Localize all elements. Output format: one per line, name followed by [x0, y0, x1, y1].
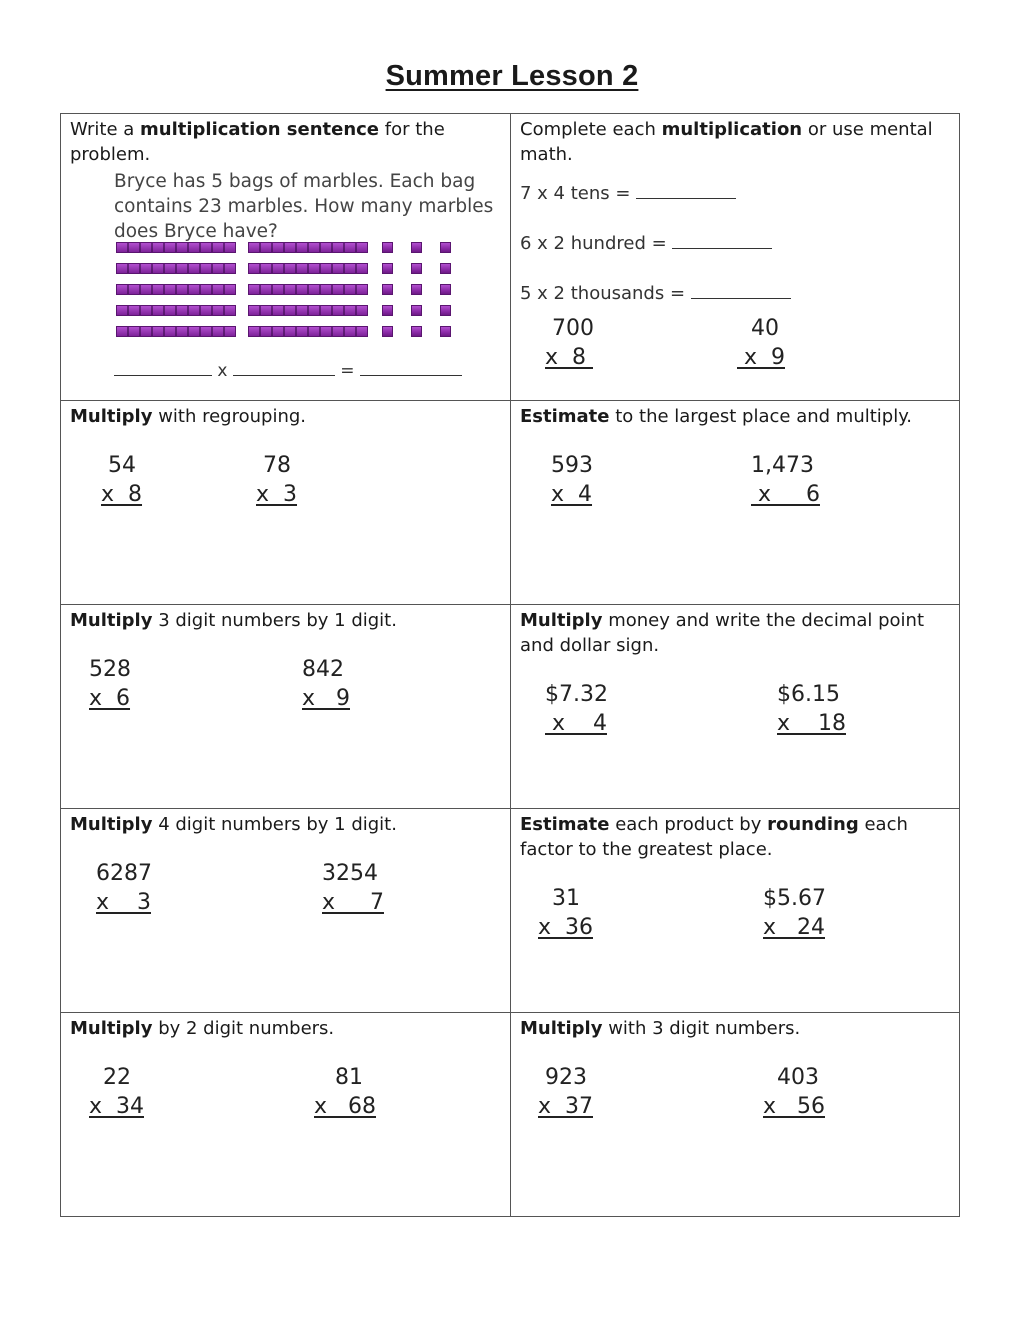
instruction: Estimate each product by rounding each f… — [520, 814, 908, 860]
problem: 593 x 4 — [551, 453, 593, 507]
worksheet-grid: Write a multiplication sentence for the … — [60, 113, 960, 1217]
instruction: Multiply 4 digit numbers by 1 digit. — [70, 814, 397, 835]
problem: $6.15 x 18 — [777, 682, 846, 736]
cell-multiply-money: Multiply money and write the decimal poi… — [511, 605, 959, 808]
ones-cube — [382, 263, 393, 274]
tens-rod — [248, 305, 368, 316]
problem: 54 x 8 — [101, 453, 143, 507]
instruction: Multiply by 2 digit numbers. — [70, 1018, 335, 1039]
problem: 3254 x 7 — [322, 861, 384, 915]
instruction: Multiply with regrouping. — [70, 406, 307, 427]
problem: 81 x 68 — [314, 1065, 376, 1119]
row-divider — [61, 808, 959, 809]
problem: 40 x 9 — [737, 316, 785, 370]
ones-cube — [411, 305, 422, 316]
row-divider — [61, 604, 959, 605]
ones-cube — [440, 242, 451, 253]
ones-cube — [440, 326, 451, 337]
cell-mental-math: Complete each multiplication or use ment… — [511, 114, 959, 400]
ones-cube — [411, 284, 422, 295]
cell-3-digit: Multiply with 3 digit numbers. 923 x 37 4… — [511, 1013, 959, 1216]
ones-cube — [411, 242, 422, 253]
row-divider — [61, 1012, 959, 1013]
cell-multiplication-sentence: Write a multiplication sentence for the … — [61, 114, 510, 400]
tens-rod — [116, 326, 236, 337]
ones-cube — [411, 326, 422, 337]
instruction: Estimate to the largest place and multip… — [520, 406, 913, 427]
column-divider — [510, 114, 511, 1216]
problem: 842 x 9 — [302, 657, 350, 711]
ones-cube — [382, 242, 393, 253]
ones-cube — [411, 263, 422, 274]
instruction: Complete each multiplication or use ment… — [520, 119, 933, 165]
ones-cube — [440, 305, 451, 316]
problem: $7.32 x 4 — [545, 682, 608, 736]
ones-cube — [440, 263, 451, 274]
problem: 528 x 6 — [89, 657, 131, 711]
instruction: Multiply with 3 digit numbers. — [520, 1018, 801, 1039]
tens-rod — [248, 326, 368, 337]
problem: 700 x 8 — [545, 316, 594, 370]
mental-math-line[interactable]: 6 x 2 hundred = — [520, 232, 773, 254]
tens-rod — [248, 263, 368, 274]
mental-math-line[interactable]: 5 x 2 thousands = — [520, 282, 791, 304]
word-problem: Bryce has 5 bags of marbles. Each bag co… — [114, 171, 494, 242]
tens-rod — [248, 284, 368, 295]
problem: 923 x 37 — [538, 1065, 593, 1119]
cell-estimate-rounding: Estimate each product by rounding each f… — [511, 809, 959, 1012]
tens-rod — [116, 284, 236, 295]
ones-cube — [382, 326, 393, 337]
problem: $5.67 x 24 — [763, 886, 826, 940]
tens-rod — [248, 242, 368, 253]
ones-cube — [440, 284, 451, 295]
page-title: Summer Lesson 2 — [385, 60, 639, 92]
problem: 22 x 34 — [89, 1065, 144, 1119]
cell-estimate-largest-place: Estimate to the largest place and multip… — [511, 401, 959, 604]
equation-blanks[interactable]: x = — [114, 361, 462, 381]
instruction: Multiply money and write the decimal poi… — [520, 610, 925, 656]
cell-3-digit-by-1: Multiply 3 digit numbers by 1 digit. 528… — [61, 605, 510, 808]
tens-rod — [116, 242, 236, 253]
row-divider — [61, 400, 959, 401]
ones-cube — [382, 305, 393, 316]
problem: 403 x 56 — [763, 1065, 825, 1119]
problem: 6287 x 3 — [96, 861, 152, 915]
tens-rod — [116, 305, 236, 316]
cell-regrouping: Multiply with regrouping. 54 x 8 78 x 3 — [61, 401, 510, 604]
ones-cube — [382, 284, 393, 295]
instruction: Write a multiplication sentence for the … — [70, 119, 445, 165]
problem: 78 x 3 — [256, 453, 298, 507]
problem: 1,473 x 6 — [751, 453, 820, 507]
mental-math-line[interactable]: 7 x 4 tens = — [520, 182, 737, 204]
cell-2-digit: Multiply by 2 digit numbers. 22 x 34 81 x … — [61, 1013, 510, 1216]
instruction: Multiply 3 digit numbers by 1 digit. — [70, 610, 397, 631]
cell-4-digit-by-1: Multiply 4 digit numbers by 1 digit. 628… — [61, 809, 510, 1012]
problem: 31 x 36 — [538, 886, 593, 940]
tens-rod — [116, 263, 236, 274]
